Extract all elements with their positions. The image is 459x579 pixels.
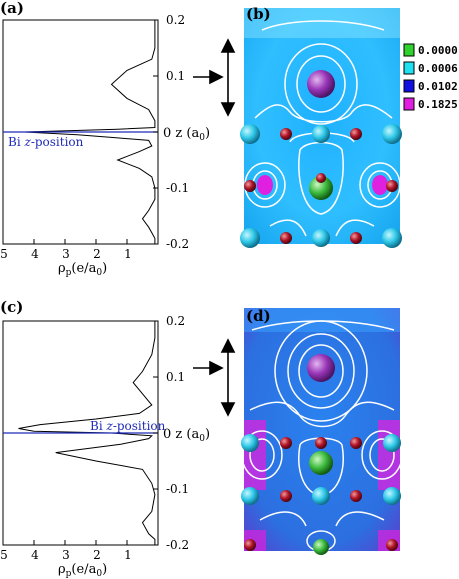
color-legend: 0.0000 0.0006 0.0102 0.1825 bbox=[403, 43, 458, 111]
panel-d-green-atom bbox=[309, 451, 333, 475]
panel-b-atoms-row2 bbox=[244, 180, 398, 192]
panel-a: (a) Bi z-position 5 4 3 2 1 0.2 0.1 -0.1 -0.2 0… bbox=[0, 0, 210, 278]
panel-b-green-atom bbox=[309, 176, 333, 200]
panel-b: (b) bbox=[193, 5, 402, 248]
panel-c-label: (c) bbox=[0, 298, 23, 316]
panel-d-bi-atom bbox=[307, 354, 335, 382]
panel-a-y-ticks: 0.2 0.1 -0.1 -0.2 bbox=[153, 13, 189, 251]
y-tick-label: 0.1 bbox=[166, 370, 185, 384]
panel-d-arrows bbox=[193, 338, 236, 417]
panel-a-x-ticks: 5 4 3 2 1 bbox=[0, 239, 132, 261]
legend-value: 0.1825 bbox=[418, 98, 458, 111]
panel-c-bi-label: Bi z-position bbox=[90, 419, 166, 433]
legend-value: 0.0006 bbox=[418, 62, 458, 75]
y-tick-label: -0.1 bbox=[166, 181, 189, 195]
y-tick-label: 0.2 bbox=[166, 314, 185, 328]
legend-value: 0.0102 bbox=[418, 80, 458, 93]
panel-a-y-axis-label: 0 z (a0) bbox=[163, 126, 210, 143]
legend-value: 0.0000 bbox=[418, 44, 458, 57]
panel-d-density-map bbox=[244, 308, 400, 551]
panel-d-contours bbox=[241, 320, 403, 552]
panel-a-bi-label: Bi z-position bbox=[8, 135, 84, 149]
legend-swatch bbox=[403, 61, 415, 75]
x-tick-label: 3 bbox=[62, 548, 70, 562]
x-tick-label: 1 bbox=[124, 548, 132, 562]
panel-d-label: (d) bbox=[246, 307, 271, 325]
panel-c-x-axis-label: ρp(e/a0) bbox=[58, 562, 107, 579]
panel-b-bi-atom bbox=[307, 70, 335, 98]
panel-b-arrows bbox=[193, 38, 236, 117]
panel-c-y-axis-label: 0 z (a0) bbox=[163, 427, 210, 444]
panel-c-x-ticks: 5 4 3 2 1 bbox=[0, 540, 132, 562]
panel-a-label: (a) bbox=[0, 0, 24, 17]
x-tick-label: 5 bbox=[0, 548, 8, 562]
legend-swatch bbox=[403, 79, 415, 93]
y-tick-label: -0.2 bbox=[166, 538, 189, 552]
x-tick-label: 2 bbox=[93, 247, 101, 261]
x-tick-label: 1 bbox=[124, 247, 132, 261]
legend-swatch bbox=[403, 43, 415, 57]
panel-d: (d) bbox=[193, 307, 403, 555]
panel-c: (c) Bi z-position 5 4 3 2 1 0.2 0.1 -0.1 -0.2 0… bbox=[0, 298, 210, 579]
y-tick-label: 0.1 bbox=[166, 69, 185, 83]
x-tick-label: 4 bbox=[31, 247, 39, 261]
panel-c-y-ticks: 0.2 0.1 -0.1 -0.2 bbox=[153, 314, 189, 552]
x-tick-label: 5 bbox=[0, 247, 8, 261]
x-tick-label: 4 bbox=[31, 548, 39, 562]
y-tick-label: -0.2 bbox=[166, 237, 189, 251]
panel-b-label: (b) bbox=[246, 5, 271, 23]
panel-a-density-curve bbox=[24, 20, 156, 244]
x-tick-label: 3 bbox=[62, 247, 70, 261]
panel-a-x-axis-label: ρp(e/a0) bbox=[58, 261, 107, 278]
panel-b-atoms-row3 bbox=[240, 228, 402, 248]
panel-b-atoms-row1 bbox=[240, 124, 402, 144]
x-tick-label: 2 bbox=[93, 548, 101, 562]
y-tick-label: 0.2 bbox=[166, 13, 185, 27]
panel-c-density-curve bbox=[18, 321, 156, 545]
y-tick-label: -0.1 bbox=[166, 482, 189, 496]
panel-d-atoms bbox=[241, 434, 401, 555]
legend-swatch bbox=[403, 97, 415, 111]
